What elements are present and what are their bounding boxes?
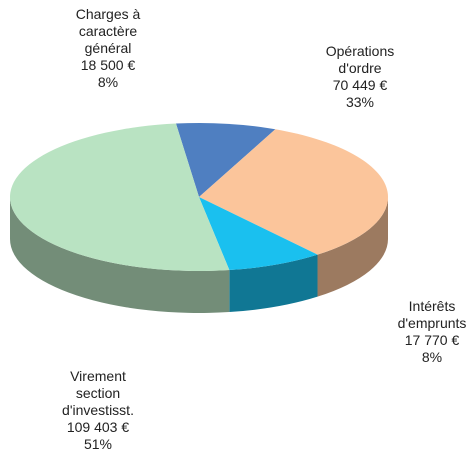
category-name: Virement section d'investisst. (62, 368, 134, 418)
slice-side (229, 254, 318, 313)
slice-side (317, 197, 388, 297)
category-name: Charges à caractère général (75, 6, 141, 56)
slice-side (10, 197, 230, 313)
value-label: 109 403 € (66, 419, 130, 435)
slice (10, 123, 230, 271)
category-name: Opérations d'ordre (325, 43, 395, 76)
category-name: Intérêts d'emprunts (397, 298, 467, 331)
share-label: 8% (97, 74, 119, 90)
share-label: 51% (83, 436, 113, 452)
slice-label: Charges à caractère général 18 500 €8% (76, 6, 141, 91)
share-label: 33% (345, 94, 375, 110)
slice (175, 123, 276, 197)
value-label: 18 500 € (80, 57, 136, 73)
slice-label: Opérations d'ordre 70 449 €33% (326, 43, 394, 111)
slice (199, 197, 318, 271)
value-label: 70 449 € (332, 77, 388, 93)
slice-label: Virement section d'investisst. 109 403 €5… (62, 368, 134, 453)
value-label: 17 770 € (404, 332, 460, 348)
slice-label: Intérêts d'emprunts 17 770 €8% (398, 298, 467, 366)
slice (199, 129, 389, 255)
share-label: 8% (421, 349, 443, 365)
